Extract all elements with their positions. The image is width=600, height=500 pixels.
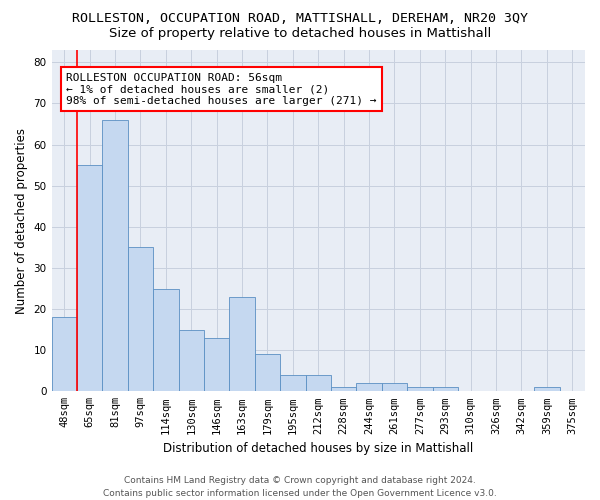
Bar — [255, 354, 280, 392]
X-axis label: Distribution of detached houses by size in Mattishall: Distribution of detached houses by size … — [163, 442, 473, 455]
Bar — [534, 387, 560, 392]
Bar — [356, 383, 382, 392]
Text: ROLLESTON OCCUPATION ROAD: 56sqm
← 1% of detached houses are smaller (2)
98% of : ROLLESTON OCCUPATION ROAD: 56sqm ← 1% of… — [66, 72, 377, 106]
Y-axis label: Number of detached properties: Number of detached properties — [15, 128, 28, 314]
Bar — [229, 296, 255, 392]
Bar — [179, 330, 204, 392]
Bar — [204, 338, 229, 392]
Bar — [128, 248, 153, 392]
Bar — [382, 383, 407, 392]
Text: Contains HM Land Registry data © Crown copyright and database right 2024.
Contai: Contains HM Land Registry data © Crown c… — [103, 476, 497, 498]
Bar — [407, 387, 433, 392]
Bar — [305, 375, 331, 392]
Bar — [52, 318, 77, 392]
Bar — [433, 387, 458, 392]
Bar — [77, 165, 103, 392]
Text: ROLLESTON, OCCUPATION ROAD, MATTISHALL, DEREHAM, NR20 3QY: ROLLESTON, OCCUPATION ROAD, MATTISHALL, … — [72, 12, 528, 26]
Bar — [331, 387, 356, 392]
Bar — [153, 288, 179, 392]
Text: Size of property relative to detached houses in Mattishall: Size of property relative to detached ho… — [109, 28, 491, 40]
Bar — [103, 120, 128, 392]
Bar — [280, 375, 305, 392]
